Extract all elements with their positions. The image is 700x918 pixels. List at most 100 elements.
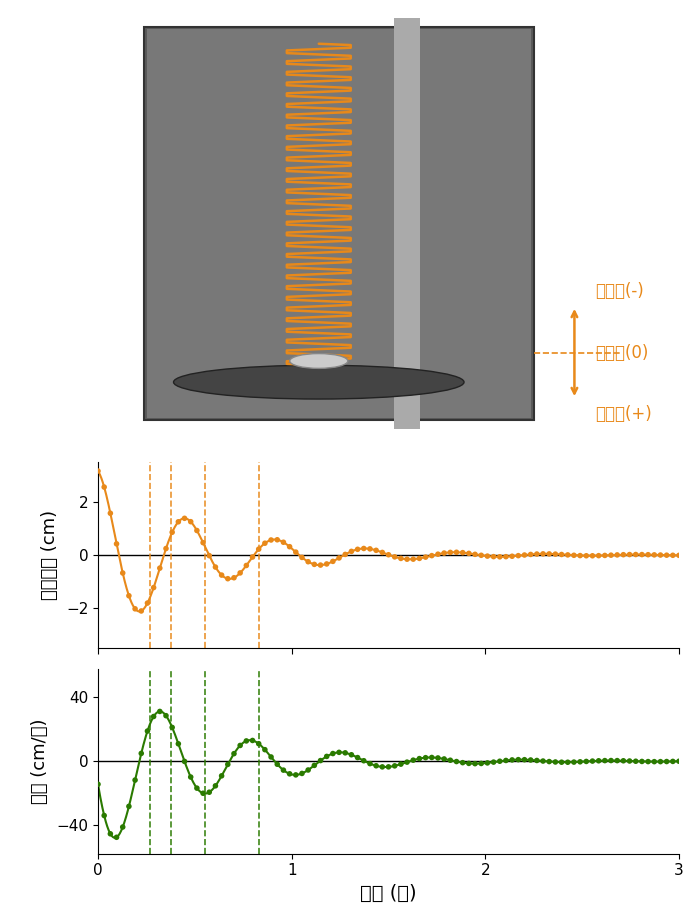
- Point: [185, 514, 196, 529]
- Point: [512, 752, 524, 767]
- Point: [377, 759, 388, 774]
- Point: [630, 547, 641, 562]
- Point: [346, 544, 357, 559]
- Point: [575, 548, 586, 563]
- Point: [315, 558, 326, 573]
- Point: [383, 547, 394, 562]
- Point: [111, 536, 122, 551]
- Point: [210, 560, 221, 575]
- Point: [463, 756, 475, 771]
- Point: [624, 547, 635, 562]
- Point: [538, 546, 549, 561]
- Point: [457, 756, 468, 770]
- Point: [667, 548, 678, 563]
- Point: [407, 552, 419, 566]
- Point: [606, 548, 617, 563]
- Point: [117, 565, 128, 580]
- Point: [234, 738, 246, 753]
- Point: [433, 751, 444, 766]
- Point: [234, 565, 246, 580]
- Point: [451, 545, 462, 560]
- Point: [599, 548, 610, 563]
- Y-axis label: 길이변화 (cm): 길이변화 (cm): [41, 510, 59, 600]
- Point: [241, 733, 252, 748]
- Point: [105, 506, 116, 521]
- Point: [259, 536, 270, 551]
- Point: [673, 548, 685, 563]
- Point: [296, 550, 307, 565]
- Point: [500, 549, 512, 564]
- Point: [222, 571, 233, 586]
- Point: [463, 546, 475, 561]
- Point: [185, 769, 196, 784]
- Point: [500, 753, 512, 767]
- Point: [475, 548, 486, 563]
- Point: [333, 551, 344, 565]
- Point: [99, 480, 110, 495]
- Point: [488, 755, 499, 769]
- Point: [370, 758, 382, 773]
- Point: [643, 547, 654, 562]
- Point: [531, 547, 542, 562]
- Point: [370, 543, 382, 557]
- Point: [191, 781, 202, 796]
- Point: [315, 754, 326, 768]
- Point: [290, 544, 302, 559]
- Point: [253, 736, 265, 751]
- Point: [581, 548, 592, 563]
- Point: [401, 755, 412, 769]
- Point: [643, 755, 654, 769]
- Point: [204, 785, 215, 800]
- Point: [191, 523, 202, 538]
- Ellipse shape: [290, 353, 348, 368]
- Point: [661, 548, 672, 563]
- Point: [179, 511, 190, 526]
- Point: [494, 550, 505, 565]
- Point: [197, 786, 209, 800]
- Point: [265, 532, 276, 547]
- Point: [173, 514, 184, 529]
- Point: [444, 545, 456, 560]
- Point: [123, 799, 134, 813]
- Point: [253, 542, 265, 556]
- Point: [389, 758, 400, 773]
- Point: [525, 753, 536, 767]
- Point: [538, 754, 549, 768]
- Point: [278, 535, 289, 550]
- Point: [482, 756, 493, 770]
- Point: [618, 547, 629, 562]
- Point: [105, 826, 116, 841]
- Point: [365, 756, 376, 771]
- Point: [154, 704, 165, 719]
- Point: [92, 464, 104, 478]
- Point: [482, 549, 493, 564]
- Point: [599, 754, 610, 768]
- Point: [544, 546, 555, 561]
- Point: [142, 723, 153, 738]
- Point: [383, 759, 394, 774]
- Point: [525, 547, 536, 562]
- Point: [290, 767, 302, 782]
- Point: [328, 554, 339, 569]
- Point: [401, 552, 412, 566]
- Point: [426, 750, 438, 765]
- Point: [123, 588, 134, 603]
- Point: [340, 547, 351, 562]
- Point: [136, 604, 147, 619]
- Point: [649, 547, 660, 562]
- Point: [507, 549, 518, 564]
- Point: [512, 548, 524, 563]
- Point: [433, 547, 444, 562]
- Point: [309, 758, 320, 773]
- Point: [377, 545, 388, 560]
- Bar: [394, 18, 421, 429]
- Point: [130, 773, 141, 788]
- Point: [612, 547, 623, 562]
- Point: [352, 750, 363, 765]
- Point: [228, 746, 239, 761]
- Ellipse shape: [174, 365, 464, 399]
- Text: 균형점(0): 균형점(0): [595, 343, 648, 362]
- Point: [575, 755, 586, 769]
- Point: [204, 548, 215, 563]
- Point: [444, 753, 456, 767]
